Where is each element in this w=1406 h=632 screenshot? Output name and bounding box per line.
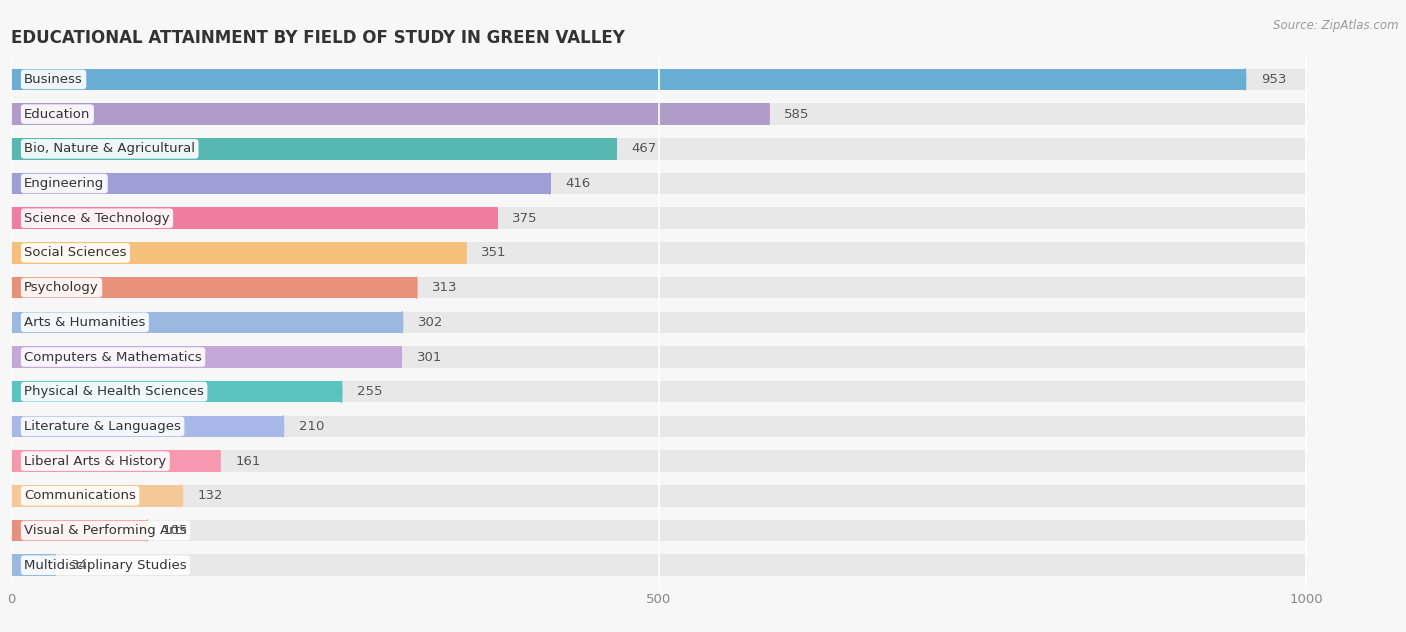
Bar [11,173,550,194]
Text: Social Sciences: Social Sciences [24,246,127,259]
Text: 161: 161 [235,454,260,468]
Text: Business: Business [24,73,83,86]
Text: 351: 351 [481,246,506,259]
Bar [11,485,183,507]
Bar [11,554,1306,576]
Bar [11,416,1306,437]
Text: Liberal Arts & History: Liberal Arts & History [24,454,166,468]
Text: Source: ZipAtlas.com: Source: ZipAtlas.com [1274,19,1399,32]
Bar [11,104,1306,125]
Bar [11,520,148,541]
Text: 467: 467 [631,142,657,155]
Text: 255: 255 [357,386,382,398]
Text: EDUCATIONAL ATTAINMENT BY FIELD OF STUDY IN GREEN VALLEY: EDUCATIONAL ATTAINMENT BY FIELD OF STUDY… [11,29,626,47]
Text: 210: 210 [298,420,323,433]
Bar [11,554,55,576]
Text: Literature & Languages: Literature & Languages [24,420,181,433]
Bar [11,207,1306,229]
Text: Visual & Performing Arts: Visual & Performing Arts [24,524,187,537]
Text: Education: Education [24,107,90,121]
Text: 375: 375 [512,212,538,225]
Text: Communications: Communications [24,489,136,502]
Bar [11,242,1306,264]
Bar [11,346,1306,368]
Bar [11,312,402,333]
Text: Physical & Health Sciences: Physical & Health Sciences [24,386,204,398]
Text: 105: 105 [163,524,188,537]
Text: 953: 953 [1261,73,1286,86]
Text: Engineering: Engineering [24,177,104,190]
Bar [11,104,769,125]
Bar [11,381,1306,403]
Bar [11,69,1246,90]
Bar [11,207,496,229]
Bar [11,277,416,298]
Text: Multidisciplinary Studies: Multidisciplinary Studies [24,559,187,572]
Text: 585: 585 [785,107,810,121]
Bar [11,138,1306,160]
Bar [11,312,1306,333]
Bar [11,242,465,264]
Text: Arts & Humanities: Arts & Humanities [24,316,146,329]
Text: 34: 34 [70,559,87,572]
Text: 132: 132 [198,489,224,502]
Text: Psychology: Psychology [24,281,98,294]
Bar [11,277,1306,298]
Bar [11,451,1306,472]
Bar [11,173,1306,194]
Bar [11,416,283,437]
Bar [11,381,342,403]
Bar [11,520,1306,541]
Bar [11,451,219,472]
Bar [11,69,1306,90]
Bar [11,485,1306,507]
Text: 313: 313 [432,281,457,294]
Bar [11,138,616,160]
Text: 416: 416 [565,177,591,190]
Text: Bio, Nature & Agricultural: Bio, Nature & Agricultural [24,142,195,155]
Text: 301: 301 [416,351,441,363]
Bar [11,346,401,368]
Text: Science & Technology: Science & Technology [24,212,170,225]
Text: 302: 302 [418,316,443,329]
Text: Computers & Mathematics: Computers & Mathematics [24,351,202,363]
